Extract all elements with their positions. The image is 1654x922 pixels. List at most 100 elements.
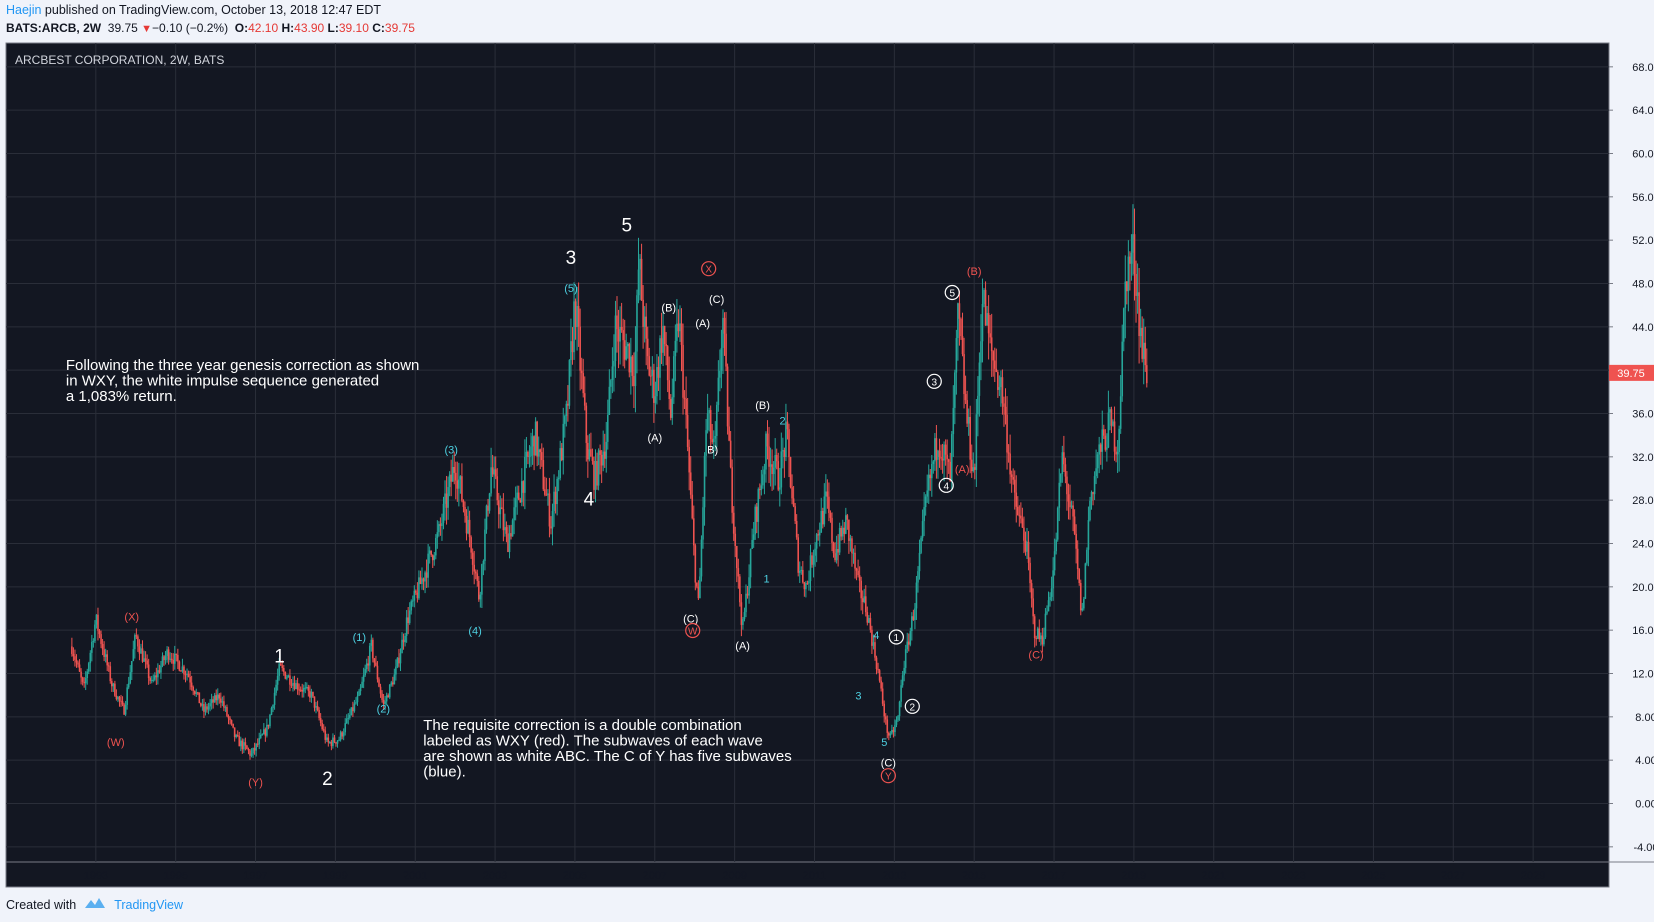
- candle: [281, 660, 284, 672]
- wave-label: B): [707, 445, 718, 457]
- wave-label: 2: [779, 415, 785, 427]
- candle: [462, 499, 465, 513]
- candle: [1070, 500, 1073, 509]
- candle: [975, 398, 978, 487]
- candle: [703, 452, 706, 526]
- candle: [144, 651, 147, 669]
- candle: [649, 366, 652, 386]
- candle: [623, 319, 626, 369]
- candle: [269, 713, 271, 729]
- candle: [279, 662, 282, 666]
- candle: [256, 738, 259, 748]
- candle: [392, 676, 394, 687]
- candle: [657, 356, 660, 391]
- candle: [180, 669, 182, 672]
- candle: [467, 506, 469, 535]
- candle: [1044, 607, 1047, 640]
- candle: [243, 738, 245, 754]
- candle: [1063, 435, 1065, 472]
- candle: [941, 443, 944, 474]
- candle: [339, 730, 342, 742]
- candle: [568, 359, 571, 410]
- candle: [752, 522, 755, 548]
- candle: [915, 575, 918, 620]
- candle: [835, 535, 838, 564]
- last-price-label: 39.75: [1617, 368, 1645, 380]
- candle: [293, 675, 296, 691]
- candle: [986, 305, 988, 326]
- candle: [304, 682, 307, 694]
- candle: [387, 693, 390, 698]
- candle: [1015, 475, 1018, 523]
- candle: [1023, 516, 1025, 554]
- wave-label: (5): [564, 283, 577, 295]
- candle: [344, 718, 347, 736]
- candle: [358, 689, 360, 697]
- candle: [324, 726, 327, 744]
- candle: [341, 730, 343, 740]
- candle: [534, 417, 537, 456]
- candle: [129, 665, 132, 685]
- candle: [507, 524, 509, 553]
- candle: [619, 306, 621, 365]
- candle: [825, 474, 827, 514]
- tradingview-logo-icon[interactable]: [84, 896, 106, 913]
- x-tick-label: 1999: [323, 870, 347, 882]
- candle: [639, 254, 641, 301]
- candle: [1144, 326, 1147, 372]
- candle: [654, 381, 657, 414]
- candle: [459, 475, 462, 494]
- candle: [381, 690, 383, 703]
- high-value: 43.90: [294, 21, 325, 35]
- candle: [292, 676, 294, 692]
- candle: [573, 282, 575, 360]
- candle: [1099, 442, 1102, 465]
- candle: [611, 347, 614, 394]
- candle: [327, 733, 330, 747]
- wave-label: (3): [444, 445, 457, 457]
- svg-text:(blue).: (blue).: [423, 763, 466, 780]
- wave-label: (A): [955, 464, 970, 476]
- author-link[interactable]: Haejin: [6, 3, 42, 17]
- candle: [112, 682, 115, 692]
- candle: [987, 295, 990, 360]
- candle: [791, 474, 793, 505]
- candle: [1006, 396, 1008, 470]
- candle: [559, 440, 561, 481]
- candle: [700, 535, 703, 582]
- candle: [734, 526, 737, 558]
- candle: [636, 289, 638, 374]
- candle: [175, 653, 178, 662]
- candle: [997, 370, 999, 398]
- candle: [580, 357, 583, 390]
- candle: [883, 700, 886, 723]
- candle: [874, 634, 876, 661]
- candle: [680, 308, 683, 372]
- candle: [1024, 531, 1027, 556]
- candle: [421, 567, 423, 590]
- candle: [275, 679, 277, 696]
- candle: [737, 558, 740, 589]
- candle: [1115, 446, 1117, 463]
- candle: [863, 588, 866, 604]
- candle: [525, 436, 528, 469]
- wave-label: (A): [735, 641, 750, 653]
- candle: [711, 423, 714, 445]
- candle: [630, 337, 632, 395]
- candle: [1053, 538, 1056, 576]
- candle: [694, 543, 697, 591]
- candle: [216, 688, 219, 706]
- candle: [735, 545, 738, 583]
- candle: [106, 650, 108, 672]
- candle: [1012, 468, 1014, 485]
- candle: [864, 585, 867, 617]
- candle: [1035, 635, 1038, 646]
- circled-wave-label: 1: [888, 629, 904, 645]
- candle: [72, 647, 75, 662]
- candle: [778, 467, 781, 507]
- tradingview-link[interactable]: TradingView: [114, 897, 183, 912]
- candle: [80, 668, 82, 685]
- candle: [947, 458, 950, 474]
- candle: [333, 734, 336, 744]
